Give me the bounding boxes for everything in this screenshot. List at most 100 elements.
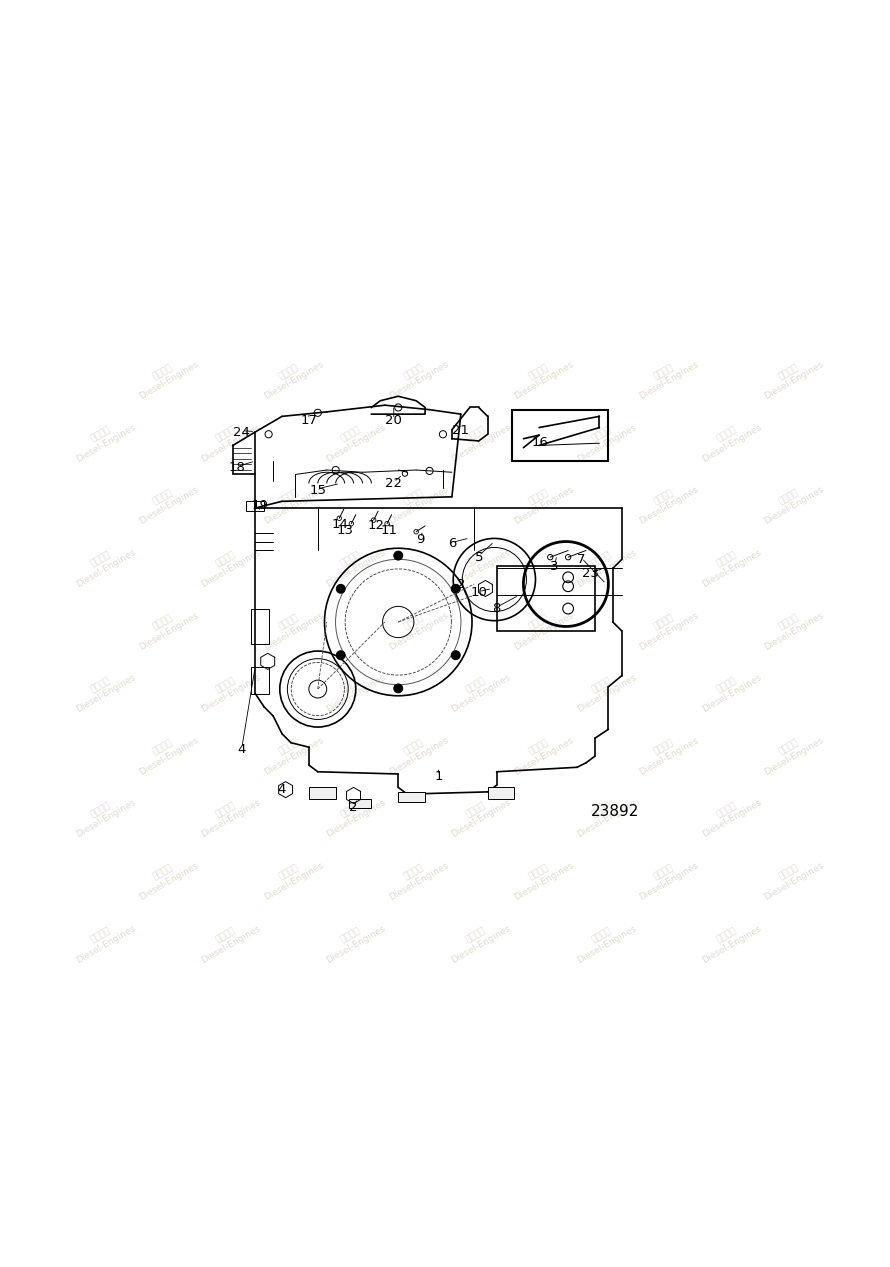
Text: 12: 12 — [368, 519, 384, 532]
Text: 紫发动力
Diesel-Engines: 紫发动力 Diesel-Engines — [445, 413, 513, 464]
Text: 紫发动力
Diesel-Engines: 紫发动力 Diesel-Engines — [507, 602, 575, 651]
Text: 4: 4 — [278, 783, 287, 796]
Text: 13: 13 — [336, 523, 353, 537]
Text: 紫发动力
Diesel-Engines: 紫发动力 Diesel-Engines — [195, 413, 263, 464]
Text: 1: 1 — [434, 770, 442, 783]
Bar — [349, 798, 371, 807]
Text: 紫发动力
Diesel-Engines: 紫发动力 Diesel-Engines — [633, 602, 700, 651]
Text: 8: 8 — [492, 602, 501, 614]
Text: 紫发动力
Diesel-Engines: 紫发动力 Diesel-Engines — [195, 789, 263, 839]
Text: 紫发动力
Diesel-Engines: 紫发动力 Diesel-Engines — [383, 602, 450, 651]
Text: 14: 14 — [332, 518, 349, 531]
Text: 紫发动力
Diesel-Engines: 紫发动力 Diesel-Engines — [695, 915, 763, 964]
Text: 紫发动力
Diesel-Engines: 紫发动力 Diesel-Engines — [195, 664, 263, 715]
Circle shape — [393, 551, 402, 560]
Circle shape — [451, 584, 460, 593]
Text: 紫发动力
Diesel-Engines: 紫发动力 Diesel-Engines — [195, 538, 263, 589]
Text: 紫发动力
Diesel-Engines: 紫发动力 Diesel-Engines — [257, 851, 325, 902]
Text: 紫发动力
Diesel-Engines: 紫发动力 Diesel-Engines — [695, 538, 763, 589]
Bar — [398, 792, 425, 802]
Text: 紫发动力
Diesel-Engines: 紫发动力 Diesel-Engines — [320, 413, 387, 464]
Text: 紫发动力
Diesel-Engines: 紫发动力 Diesel-Engines — [633, 851, 700, 902]
Text: 紫发动力
Diesel-Engines: 紫发动力 Diesel-Engines — [633, 351, 700, 402]
Text: 23892: 23892 — [591, 803, 640, 818]
Text: 紫发动力
Diesel-Engines: 紫发动力 Diesel-Engines — [383, 351, 450, 402]
Text: 紫发动力
Diesel-Engines: 紫发动力 Diesel-Engines — [320, 789, 387, 839]
Text: 22: 22 — [385, 476, 402, 490]
Text: 紫发动力
Diesel-Engines: 紫发动力 Diesel-Engines — [257, 602, 325, 651]
Text: 紫发动力
Diesel-Engines: 紫发动力 Diesel-Engines — [507, 851, 575, 902]
Text: 紫发动力
Diesel-Engines: 紫发动力 Diesel-Engines — [757, 476, 826, 527]
Text: 紫发动力
Diesel-Engines: 紫发动力 Diesel-Engines — [570, 664, 638, 715]
Text: 15: 15 — [310, 484, 327, 497]
Text: 20: 20 — [385, 414, 402, 427]
Bar — [497, 566, 595, 631]
Bar — [513, 409, 609, 461]
Text: 紫发动力
Diesel-Engines: 紫发动力 Diesel-Engines — [445, 538, 513, 589]
Text: 紫发动力
Diesel-Engines: 紫发动力 Diesel-Engines — [320, 664, 387, 715]
Circle shape — [451, 651, 460, 660]
Text: 2: 2 — [349, 801, 358, 813]
Text: 紫发动力
Diesel-Engines: 紫发动力 Diesel-Engines — [69, 538, 137, 589]
Text: 19: 19 — [251, 499, 268, 512]
Bar — [251, 608, 269, 645]
Text: 紫发动力
Diesel-Engines: 紫发动力 Diesel-Engines — [633, 726, 700, 777]
Text: 紫发动力
Diesel-Engines: 紫发动力 Diesel-Engines — [757, 851, 826, 902]
Text: 17: 17 — [300, 414, 318, 427]
Text: 紫发动力
Diesel-Engines: 紫发动力 Diesel-Engines — [445, 664, 513, 715]
Text: 紫发动力
Diesel-Engines: 紫发动力 Diesel-Engines — [383, 851, 450, 902]
Text: 紫发动力
Diesel-Engines: 紫发动力 Diesel-Engines — [132, 602, 199, 651]
Text: 6: 6 — [448, 537, 456, 550]
Text: 紫发动力
Diesel-Engines: 紫发动力 Diesel-Engines — [695, 664, 763, 715]
Text: 21: 21 — [452, 424, 469, 437]
Text: 紫发动力
Diesel-Engines: 紫发动力 Diesel-Engines — [570, 915, 638, 964]
Text: 7: 7 — [578, 552, 586, 566]
Text: 紫发动力
Diesel-Engines: 紫发动力 Diesel-Engines — [257, 476, 325, 527]
Text: 紫发动力
Diesel-Engines: 紫发动力 Diesel-Engines — [757, 351, 826, 402]
Text: 18: 18 — [229, 461, 246, 474]
Bar — [488, 787, 514, 798]
Text: 紫发动力
Diesel-Engines: 紫发动力 Diesel-Engines — [507, 476, 575, 527]
Text: 紫发动力
Diesel-Engines: 紫发动力 Diesel-Engines — [570, 413, 638, 464]
Text: 紫发动力
Diesel-Engines: 紫发动力 Diesel-Engines — [570, 789, 638, 839]
Text: 紫发动力
Diesel-Engines: 紫发动力 Diesel-Engines — [257, 351, 325, 402]
Bar — [309, 787, 336, 798]
Text: 4: 4 — [238, 742, 246, 756]
Text: 紫发动力
Diesel-Engines: 紫发动力 Diesel-Engines — [320, 538, 387, 589]
Text: 紫发动力
Diesel-Engines: 紫发动力 Diesel-Engines — [757, 726, 826, 777]
Text: 3: 3 — [551, 560, 559, 573]
Text: 2: 2 — [457, 578, 465, 590]
Text: 紫发动力
Diesel-Engines: 紫发动力 Diesel-Engines — [383, 726, 450, 777]
Text: 10: 10 — [470, 587, 487, 599]
Text: 紫发动力
Diesel-Engines: 紫发动力 Diesel-Engines — [69, 413, 137, 464]
Bar — [247, 502, 264, 511]
Text: 紫发动力
Diesel-Engines: 紫发动力 Diesel-Engines — [757, 602, 826, 651]
Text: 9: 9 — [417, 533, 425, 546]
Circle shape — [336, 584, 345, 593]
Text: 紫发动力
Diesel-Engines: 紫发动力 Diesel-Engines — [132, 726, 199, 777]
Text: 24: 24 — [233, 426, 250, 438]
Text: 5: 5 — [474, 551, 483, 564]
Text: 紫发动力
Diesel-Engines: 紫发动力 Diesel-Engines — [695, 413, 763, 464]
Text: 紫发动力
Diesel-Engines: 紫发动力 Diesel-Engines — [257, 726, 325, 777]
Text: 紫发动力
Diesel-Engines: 紫发动力 Diesel-Engines — [570, 538, 638, 589]
Text: 11: 11 — [381, 523, 398, 537]
Text: 紫发动力
Diesel-Engines: 紫发动力 Diesel-Engines — [69, 915, 137, 964]
Text: 紫发动力
Diesel-Engines: 紫发动力 Diesel-Engines — [445, 789, 513, 839]
Text: 紫发动力
Diesel-Engines: 紫发动力 Diesel-Engines — [320, 915, 387, 964]
Text: 紫发动力
Diesel-Engines: 紫发动力 Diesel-Engines — [69, 789, 137, 839]
Text: 紫发动力
Diesel-Engines: 紫发动力 Diesel-Engines — [383, 476, 450, 527]
Circle shape — [393, 684, 402, 693]
Text: 紫发动力
Diesel-Engines: 紫发动力 Diesel-Engines — [445, 915, 513, 964]
Text: 紫发动力
Diesel-Engines: 紫发动力 Diesel-Engines — [507, 726, 575, 777]
Circle shape — [336, 651, 345, 660]
Text: 紫发动力
Diesel-Engines: 紫发动力 Diesel-Engines — [507, 351, 575, 402]
Text: 紫发动力
Diesel-Engines: 紫发动力 Diesel-Engines — [195, 915, 263, 964]
Text: 紫发动力
Diesel-Engines: 紫发动力 Diesel-Engines — [69, 664, 137, 715]
Text: 紫发动力
Diesel-Engines: 紫发动力 Diesel-Engines — [132, 476, 199, 527]
Bar — [251, 666, 269, 693]
Text: 紫发动力
Diesel-Engines: 紫发动力 Diesel-Engines — [695, 789, 763, 839]
Text: 紫发动力
Diesel-Engines: 紫发动力 Diesel-Engines — [633, 476, 700, 527]
Text: 16: 16 — [532, 436, 549, 449]
Text: 紫发动力
Diesel-Engines: 紫发动力 Diesel-Engines — [132, 851, 199, 902]
